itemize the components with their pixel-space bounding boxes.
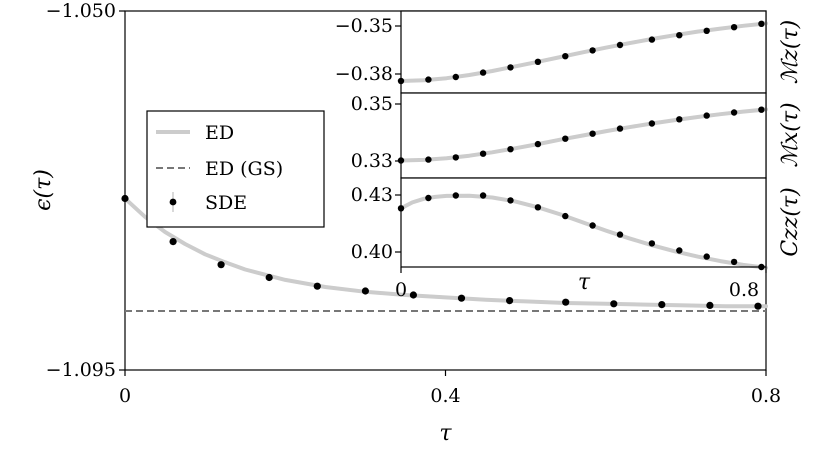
inset-mx-ytick-label-0: 0.35 [351, 93, 393, 115]
main-series-sde-point [706, 301, 714, 309]
inset-czz-series-sde-point [507, 197, 514, 204]
inset-mx-y-axis-label: ℳx(τ) [778, 102, 803, 167]
inset-czz-plot: 0.43 0.40 0 0.8 τ [351, 177, 768, 301]
inset-czz-y-axis-label: Czz(τ) [778, 187, 803, 256]
inset-x-axis-label: τ [578, 270, 591, 295]
main-xtick-label-1: 0.4 [430, 385, 460, 407]
legend-label-sde: SDE [205, 192, 247, 214]
inset-mx-series-sde-point [648, 120, 656, 127]
inset-mx-series-sde-point [562, 135, 569, 142]
inset-czz-series-sde-point [562, 212, 569, 220]
main-series-ed-line [123, 196, 768, 309]
inset-mx-series-sde-point [425, 156, 432, 163]
inset-mx-series-sde-point [452, 154, 459, 161]
legend-label-ed: ED [205, 122, 234, 144]
main-xtick-label-2: 0.8 [751, 385, 781, 407]
inset-czz-series-sde-point [616, 231, 624, 238]
inset-mx-series-sde-point [589, 130, 596, 137]
inset-czz-series-sde-point [534, 204, 542, 211]
main-series-sde-point [754, 302, 762, 310]
main-series-sde-point [169, 238, 177, 246]
inset-mz-series-sde-point [534, 58, 542, 65]
main-ytick-label-0: −1.050 [46, 0, 116, 22]
inset-mx-series-sde-point [616, 125, 624, 132]
inset-mx-series-sde-point [507, 146, 514, 153]
inset-czz-series-sde-point [425, 194, 432, 202]
inset-czz-frame [400, 177, 767, 268]
inset-mx-plot: 0.35 0.33 [351, 92, 768, 179]
inset-mx-series-sde-point [534, 140, 542, 148]
inset-mz-series-sde-point [616, 41, 624, 49]
main-series-sde-point [562, 298, 570, 306]
main-x-axis-label: τ [439, 421, 452, 446]
inset-xtick-label-1: 0.8 [729, 279, 759, 301]
inset-mz-ytick-label-0: −0.35 [335, 15, 393, 37]
inset-czz-series-sde-point [730, 258, 738, 266]
legend: ED ED (GS) SDE [146, 110, 325, 228]
inset-mz-series-sde-point [648, 36, 656, 43]
main-series-sde-point [361, 287, 369, 295]
inset-mz-series-sde-point [425, 76, 432, 83]
inset-czz-ytick-label-1: 0.40 [351, 241, 393, 263]
inset-mz-series-sde-point [676, 32, 683, 39]
main-series-sde-point [658, 301, 666, 309]
inset-czz-series-sde-point [589, 222, 596, 229]
main-plot-data [121, 194, 768, 312]
legend-label-ed-gs: ED (GS) [205, 158, 283, 180]
main-series-sde-point [457, 294, 466, 302]
inset-mx-series-sde-point [730, 109, 738, 116]
inset-czz-data [397, 192, 768, 271]
inset-mz-series-sde-point [730, 24, 738, 31]
main-series-sde-point [217, 261, 225, 269]
inset-mz-ytick-label-1: −0.38 [335, 63, 393, 85]
legend-swatch-sde-marker [169, 198, 177, 206]
inset-czz-series-sde-point [452, 192, 459, 199]
main-xtick-label-0: 0 [119, 385, 131, 407]
main-ytick-label-1: −1.095 [46, 359, 116, 381]
inset-mx-series-sde-point [676, 116, 683, 123]
inset-mz-series-sde-point [703, 27, 710, 34]
inset-czz-series-sde-point [648, 240, 656, 247]
inset-mz-series-sde-point [758, 20, 765, 27]
inset-mx-ytick-label-1: 0.33 [351, 150, 393, 172]
main-series-sde-point [313, 282, 321, 290]
main-plot: 0 0.4 0.8 −1.050 −1.095 τ ϵ(τ) [31, 0, 781, 446]
main-series-sde-point [265, 273, 273, 282]
inset-czz-series-ed-line [399, 193, 768, 270]
inset-mx-series-sde-point [703, 112, 710, 119]
inset-czz-series-sde-point [479, 192, 487, 199]
inset-czz-ytick-label-0: 0.43 [351, 184, 393, 206]
inset-mz-series-sde-point [507, 64, 514, 71]
inset-czz-series-sde-point [703, 253, 710, 260]
inset-czz-series-sde-point [676, 247, 683, 254]
main-y-axis-label: ϵ(τ) [31, 169, 56, 211]
inset-mz-y-axis-label: ℳz(τ) [778, 20, 803, 84]
inset-mz-series-sde-point [589, 47, 596, 54]
main-series-sde-point [409, 291, 417, 299]
inset-mz-series-sde-point [562, 53, 569, 60]
inset-mx-data [397, 106, 768, 164]
inset-mz-data [397, 20, 768, 85]
main-series-sde-point [121, 194, 129, 203]
inset-mx-series-sde-point [479, 150, 487, 157]
inset-xtick-label-0: 0 [395, 279, 407, 301]
inset-mz-series-sde-point [452, 73, 459, 81]
inset-mz-plot: −0.35 −0.38 [335, 10, 768, 94]
inset-mx-series-sde-point [758, 106, 765, 113]
main-series-sde-point [506, 297, 514, 305]
inset-mz-series-sde-point [479, 69, 487, 76]
main-series-sde-point [610, 300, 618, 308]
